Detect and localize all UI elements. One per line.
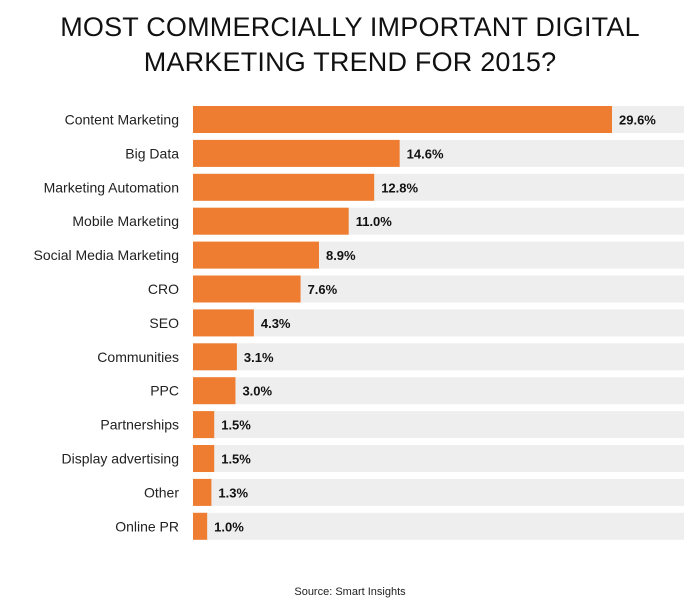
value-label-social-media-marketing: 8.9% [326, 248, 356, 263]
chart-title: MOST COMMERCIALLY IMPORTANT DIGITAL MARK… [0, 10, 700, 80]
category-label-marketing-automation: Marketing Automation [44, 179, 179, 195]
bar-mobile-marketing [193, 207, 349, 235]
category-label-ppc: PPC [150, 383, 179, 399]
category-label-content-marketing: Content Marketing [65, 112, 179, 128]
bar-marketing-automation [193, 173, 375, 201]
value-label-communities: 3.1% [244, 350, 274, 365]
chart-title-line-1: MOST COMMERCIALLY IMPORTANT DIGITAL [60, 12, 640, 42]
value-label-partnerships: 1.5% [221, 418, 251, 433]
bar-content-marketing [193, 106, 612, 133]
value-label-ppc: 3.0% [242, 384, 272, 399]
bar-big-data [193, 139, 400, 167]
bar-communities [193, 343, 237, 371]
bar-other [193, 478, 212, 506]
value-label-other: 1.3% [218, 485, 248, 500]
bar-track-other [193, 478, 684, 506]
category-label-other: Other [144, 484, 179, 500]
category-label-seo: SEO [149, 315, 179, 331]
bar-social-media-marketing [193, 241, 319, 269]
bar-cro [193, 275, 301, 303]
bar-chart: Content Marketing 29.6% Big Data 14.6% Marke… [33, 106, 684, 540]
value-label-marketing-automation: 12.8% [381, 180, 418, 195]
category-label-partnerships: Partnerships [100, 417, 179, 433]
bar-display-advertising [193, 445, 215, 472]
bar-partnerships [193, 411, 215, 439]
bar-seo [193, 309, 254, 337]
bar-ppc [193, 377, 236, 405]
category-label-communities: Communities [97, 349, 179, 365]
chart-title-line-2: MARKETING TREND FOR 2015? [143, 47, 557, 77]
bar-track-partnerships [193, 411, 684, 439]
bar-track-online-pr [193, 512, 684, 540]
value-label-mobile-marketing: 11.0% [356, 214, 393, 229]
category-label-big-data: Big Data [125, 145, 179, 161]
category-label-social-media-marketing: Social Media Marketing [33, 247, 179, 263]
value-label-online-pr: 1.0% [214, 519, 244, 534]
category-label-mobile-marketing: Mobile Marketing [72, 213, 179, 229]
category-label-cro: CRO [148, 281, 179, 297]
bar-track-seo [193, 309, 684, 337]
category-label-display-advertising: Display advertising [62, 451, 180, 467]
value-label-seo: 4.3% [261, 316, 291, 331]
bar-track-communities [193, 343, 684, 371]
value-label-display-advertising: 1.5% [221, 452, 251, 467]
value-label-big-data: 14.6% [407, 146, 444, 161]
bar-track-ppc [193, 377, 684, 405]
value-label-content-marketing: 29.6% [619, 113, 656, 128]
category-label-online-pr: Online PR [115, 518, 179, 534]
value-label-cro: 7.6% [308, 282, 338, 297]
bar-track-display-advertising [193, 445, 684, 472]
bar-online-pr [193, 512, 208, 540]
source-note: Source: Smart Insights [294, 586, 406, 598]
